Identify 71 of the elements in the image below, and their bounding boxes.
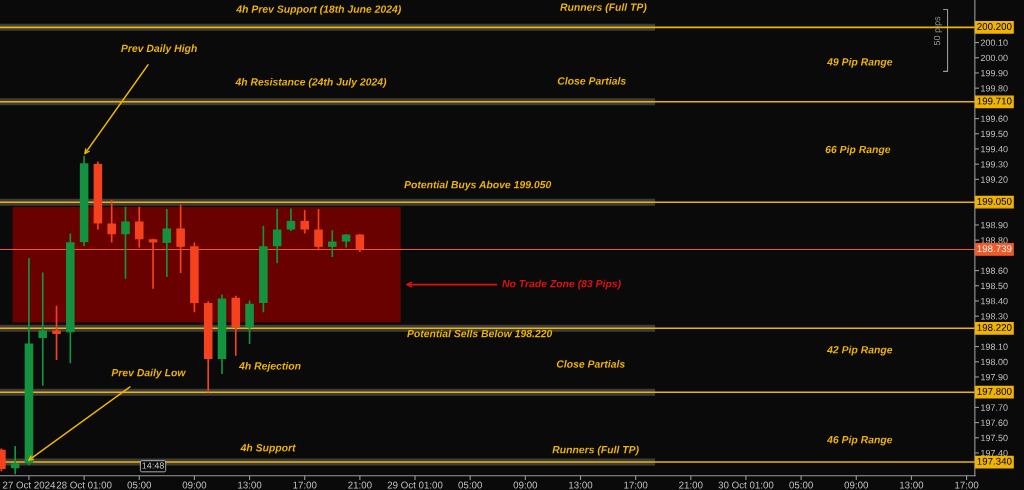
annotation: 42 Pip Range <box>826 345 893 356</box>
annotation: Potential Buys Above 199.050 <box>404 180 552 191</box>
y-tick-label: 199.40 <box>981 145 1008 153</box>
y-tick-label: 198.10 <box>981 343 1008 350</box>
y-tick-label: 199.60 <box>981 115 1008 122</box>
ref-line-label: 199.710 <box>977 97 1012 105</box>
annotation: Prev Daily High <box>121 44 197 55</box>
y-tick-label: 198.50 <box>981 282 1008 290</box>
x-tick-label: 05:00 <box>458 481 482 489</box>
y-tick-label: 198.00 <box>981 358 1008 366</box>
y-tick-label: 197.60 <box>981 419 1008 426</box>
x-tick-label: 09:00 <box>844 481 869 489</box>
candlestick <box>314 208 323 252</box>
annotation: 14:48 <box>142 462 164 469</box>
x-tick-label: 09:00 <box>182 481 207 489</box>
annotation: 4h Prev Support (18th June 2024) <box>236 5 401 15</box>
x-tick-label: 05:00 <box>127 481 152 489</box>
y-tick-label: 198.40 <box>981 297 1008 305</box>
annotation: 49 Pip Range <box>826 57 893 68</box>
annotation: Close Partials <box>556 360 625 368</box>
annotation: 4h Rejection <box>238 361 301 372</box>
annotation: Close Partials <box>557 76 626 85</box>
x-tick-label: 28 Oct 01:00 <box>56 481 112 489</box>
annotation: 66 Pip Range <box>825 145 891 156</box>
x-tick-label: 27 Oct 2024 <box>2 481 56 489</box>
x-tick-label: 13:00 <box>569 481 593 489</box>
ref-line-label: 197.340 <box>977 457 1012 465</box>
ref-line-label: 199.050 <box>977 197 1012 205</box>
y-tick-label: 199.50 <box>981 130 1008 138</box>
candlestick <box>121 205 130 280</box>
ref-line-label: 200.200 <box>977 23 1012 30</box>
x-tick-label: 30 Oct 01:00 <box>718 481 774 489</box>
annotation: 4h Resistance (24th July 2024) <box>235 77 387 88</box>
annotation: 46 Pip Range <box>826 435 893 446</box>
x-tick-label: 13:00 <box>238 481 262 489</box>
x-tick-label: 13:00 <box>900 481 924 489</box>
y-tick-label: 197.70 <box>981 404 1008 411</box>
x-tick-label: 09:00 <box>513 481 538 489</box>
candlestick <box>259 225 268 314</box>
ref-line-label: 197.800 <box>977 387 1012 395</box>
ref-line-label: 198.220 <box>977 324 1012 331</box>
y-tick-label: 198.90 <box>981 221 1008 229</box>
y-tick-label: 199.20 <box>981 176 1008 183</box>
y-tick-label: 199.90 <box>981 69 1008 77</box>
annotation: 4h Support <box>240 443 296 454</box>
y-tick-label: 197.90 <box>981 373 1008 381</box>
band-label: No Trade Zone (83 Pips) <box>502 279 621 290</box>
x-tick-label: 21:00 <box>679 481 703 489</box>
x-tick-label: 21:00 <box>348 481 372 489</box>
y-tick-label: 199.80 <box>981 85 1008 92</box>
y-tick-label: 199.30 <box>981 161 1008 168</box>
y-tick-label: 200.10 <box>980 39 1008 46</box>
y-tick-label: 197.40 <box>981 449 1008 457</box>
x-tick-label: 17:00 <box>955 481 979 489</box>
ref-line-label: 198.739 <box>977 245 1012 253</box>
y-tick-label: 198.60 <box>981 267 1008 274</box>
y-tick-label: 198.30 <box>981 313 1008 320</box>
y-tick-label: 200.00 <box>980 54 1008 62</box>
x-tick-label: 17:00 <box>293 481 317 489</box>
annotation: 50 pips <box>933 16 943 46</box>
annotation: Prev Daily Low <box>111 368 187 379</box>
candlestick <box>176 203 185 274</box>
y-tick-label: 197.50 <box>981 434 1008 442</box>
candlestick <box>190 241 199 314</box>
x-tick-label: 17:00 <box>624 481 648 489</box>
candlestick <box>245 299 254 345</box>
annotation: Runners (Full TP) <box>560 3 647 13</box>
annotation: Potential Sells Below 198.220 <box>407 329 553 338</box>
x-tick-label: 05:00 <box>789 481 813 489</box>
x-tick-label: 29 Oct 01:00 <box>387 481 443 489</box>
annotation: Runners (Full TP) <box>552 445 639 456</box>
